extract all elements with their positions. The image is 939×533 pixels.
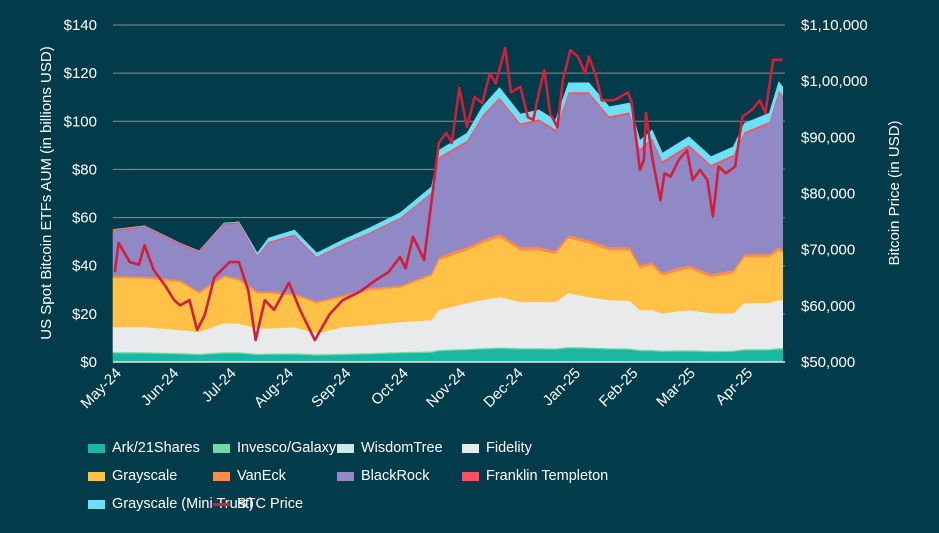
legend-swatch-icon — [337, 471, 354, 481]
x-tick-label: Mar-25 — [653, 365, 699, 411]
x-tick-label: May-24 — [77, 365, 124, 412]
y-tick-label: $20 — [72, 306, 97, 323]
y2-tick-label: $1,00,000 — [801, 73, 868, 90]
btc-price-series — [113, 46, 783, 342]
y-tick-label: $0 — [80, 354, 97, 371]
legend-swatch-icon — [337, 443, 354, 453]
legend-label: VanEck — [237, 468, 286, 484]
btc-price-line — [113, 46, 783, 342]
legend-swatch-icon — [462, 443, 479, 453]
legend-item: Grayscale (Mini Trust) — [88, 496, 254, 512]
legend-item: Fidelity — [462, 440, 532, 456]
legend-item: Invesco/Galaxy — [213, 440, 336, 456]
y-tick-label: $80 — [72, 161, 97, 178]
legend-swatch-icon — [88, 499, 105, 509]
area-grayscale-mini-trust- — [112, 81, 783, 257]
x-tick-label: Jan-25 — [540, 365, 584, 409]
right-axis-ticks: $50,000 $60,000 $70,000 $80,000 $90,000 $1,00… — [801, 17, 868, 371]
legend-label: Invesco/Galaxy — [237, 440, 337, 456]
x-tick-label: Nov-24 — [423, 365, 469, 411]
legend-label: Grayscale — [112, 468, 178, 484]
left-axis-ticks: $0 $20 $40 $60 $80 $100 $120 $140 — [64, 17, 97, 371]
legend-label: Franklin Templeton — [486, 468, 609, 484]
y2-tick-label: $70,000 — [801, 242, 855, 259]
y2-tick-label: $80,000 — [801, 186, 855, 203]
y2-tick-label: $60,000 — [801, 298, 855, 315]
legend-item: VanEck — [213, 468, 286, 484]
legend-label: Grayscale (Mini Trust) — [112, 496, 254, 512]
x-tick-label: Feb-25 — [596, 365, 642, 411]
legend-item: Franklin Templeton — [462, 468, 608, 484]
legend-item: Grayscale — [88, 468, 177, 484]
y-tick-label: $40 — [72, 258, 97, 275]
x-axis-ticks: May-24 Jun-24 Jul-24 Aug-24 Sep-24 Oct-24 Nov-… — [77, 365, 756, 412]
legend-swatch-icon — [462, 471, 479, 481]
y2-tick-label: $90,000 — [801, 129, 855, 146]
x-tick-label: Apr-25 — [712, 365, 756, 409]
legend-label: Ark/21Shares — [112, 440, 200, 456]
legend-swatch-icon — [88, 471, 105, 481]
x-tick-label: Jun-24 — [138, 365, 182, 409]
x-tick-label: Dec-24 — [480, 365, 526, 411]
y-tick-label: $120 — [64, 65, 97, 82]
y-tick-label: $100 — [64, 113, 97, 130]
y-tick-label: $60 — [72, 210, 97, 227]
right-axis-title: Bitcoin Price (in USD) — [886, 120, 903, 265]
y2-tick-label: $1,10,000 — [801, 17, 868, 34]
x-tick-label: Jul-24 — [199, 365, 240, 406]
x-tick-label: Aug-24 — [251, 365, 297, 411]
stacked-areas — [112, 81, 783, 363]
y2-tick-label: $50,000 — [801, 354, 855, 371]
legend-item: BlackRock — [337, 468, 430, 484]
legend-label: BTC Price — [237, 496, 304, 512]
y-tick-label: $140 — [64, 17, 97, 34]
legend-swatch-icon — [213, 471, 230, 481]
legend-swatch-icon — [88, 443, 105, 453]
legend-label: Fidelity — [486, 440, 532, 456]
x-tick-label: Oct-24 — [368, 365, 412, 409]
legend-label: BlackRock — [361, 468, 430, 484]
left-axis-title: US Spot Bitcoin ETFs AUM (in billions US… — [38, 46, 55, 339]
legend-item: BTC Price — [213, 496, 303, 512]
x-tick-label: Sep-24 — [308, 365, 354, 411]
legend-line-icon — [213, 502, 230, 506]
legend-item: WisdomTree — [337, 440, 443, 456]
legend-label: WisdomTree — [361, 440, 443, 456]
legend-item: Ark/21Shares — [88, 440, 200, 456]
legend-swatch-icon — [213, 443, 230, 453]
